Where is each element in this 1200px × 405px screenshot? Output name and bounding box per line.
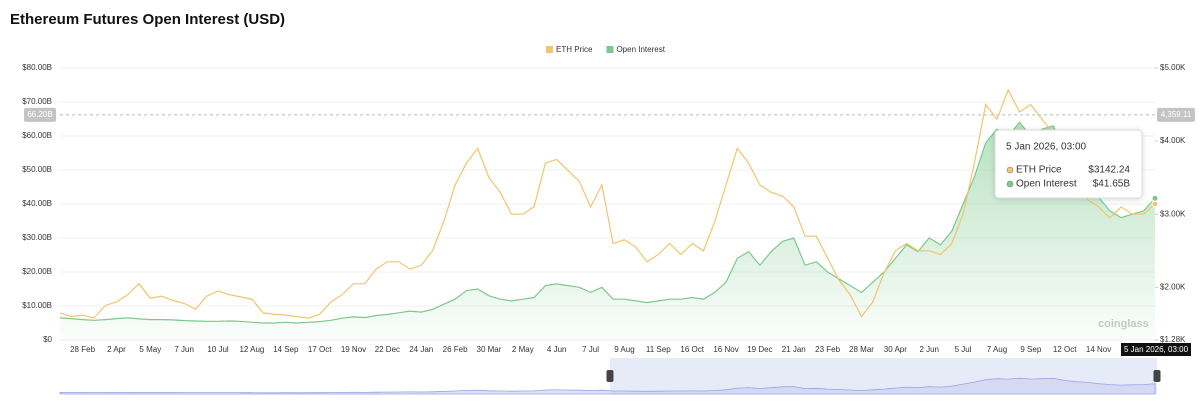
x-tick-label: 28 Feb: [70, 345, 95, 354]
legend-label: ETH Price: [556, 45, 593, 54]
y-tick-label: $0: [43, 335, 52, 344]
tooltip-title: 5 Jan 2026, 03:00: [1006, 142, 1087, 153]
x-tick-label: 14 Sep: [273, 345, 299, 354]
x-tick-label: 7 Aug: [987, 345, 1007, 354]
y-tick-label: $30.00B: [22, 233, 52, 242]
x-tick-label: 5 Jul: [955, 345, 972, 354]
legend-swatch: [606, 46, 614, 53]
crosshair-y-box: [24, 107, 56, 122]
x-tick-label: 26 Feb: [443, 345, 468, 354]
x-highlight-box: [1121, 343, 1191, 356]
x-tick-label: 19 Dec: [747, 345, 772, 354]
y-tick-label: $60.00B: [22, 131, 52, 140]
x-tick-label: 16 Oct: [680, 345, 704, 354]
x-tick-label: 7 Jun: [174, 345, 194, 354]
y-tick-label: $80.00B: [22, 63, 52, 72]
x-tick-label: 5 Jan 2026, 03:00: [1124, 345, 1189, 354]
oi-area: [60, 122, 1155, 341]
chart-title: Ethereum Futures Open Interest (USD): [10, 11, 285, 28]
x-tick-label: 11 Sep: [646, 345, 671, 354]
tooltip-value: $3142.24: [1088, 165, 1130, 176]
crosshair-y2-label: 4,359.11: [1161, 110, 1192, 119]
tooltip-value: $41.65B: [1093, 179, 1131, 190]
legend-label: Open Interest: [616, 45, 665, 54]
x-tick-label: 12 Aug: [239, 345, 264, 354]
x-tick-label: 19 Nov: [341, 345, 366, 354]
tooltip-box: [994, 129, 1143, 199]
y-tick-label: $40.00B: [22, 199, 52, 208]
navigator-area: [59, 377, 1156, 395]
tooltip-dot: [1006, 180, 1014, 188]
navigator-handle[interactable]: [606, 370, 614, 382]
x-tick-label: 7 Jul: [582, 345, 599, 354]
y2-tick-label: $3.00K: [1160, 209, 1186, 218]
y2-tick-label: $2.00K: [1160, 282, 1186, 291]
legend-swatch: [546, 46, 553, 53]
y2-tick-label: $5.00K: [1160, 63, 1186, 72]
tooltip-label: ETH Price: [1016, 165, 1062, 176]
series-line: [59, 121, 1156, 324]
x-tick-label: 2 Apr: [107, 345, 126, 354]
y-tick-label: $10.00B: [22, 301, 52, 310]
x-tick-label: 24 Jan: [409, 345, 433, 354]
x-tick-label: 9 Sep: [1020, 345, 1041, 354]
x-tick-label: 9 Aug: [614, 345, 634, 354]
tooltip-label: Open Interest: [1016, 179, 1077, 190]
tooltip-dot: [1006, 166, 1014, 174]
y2-tick-label: $4.00K: [1160, 136, 1186, 145]
y-tick-label: $50.00B: [22, 165, 52, 174]
x-tick-label: 4 Jun: [547, 345, 567, 354]
x-tick-label: 2 Jun: [919, 345, 939, 354]
series-line: [59, 88, 1156, 319]
crosshair-y-label: 66.20B: [27, 110, 52, 119]
crosshair-y2-box: [1157, 107, 1195, 122]
y2-tick-label: $1.28K: [1160, 335, 1186, 344]
y-tick-label: $20.00B: [22, 267, 52, 276]
x-tick-label: 30 Mar: [477, 345, 502, 354]
y-tick-label: $70.00B: [22, 97, 52, 106]
x-tick-label: 23 Feb: [815, 345, 840, 354]
navigator-handle[interactable]: [1153, 370, 1161, 382]
x-tick-label: 16 Nov: [713, 345, 738, 354]
x-tick-label: 14 Nov: [1086, 345, 1111, 354]
hover-point: [1151, 194, 1159, 202]
x-tick-label: 5 May: [139, 345, 161, 354]
x-tick-label: 10 Jul: [207, 345, 229, 354]
x-tick-label: 2 May: [512, 345, 534, 354]
x-tick-label: 21 Jan: [782, 345, 806, 354]
x-tick-label: 17 Oct: [308, 345, 332, 354]
x-tick-label: 12 Oct: [1053, 345, 1077, 354]
x-tick-label: 22 Dec: [375, 345, 400, 354]
x-tick-label: 28 Mar: [849, 345, 874, 354]
x-tick-label: 30 Apr: [884, 345, 907, 354]
